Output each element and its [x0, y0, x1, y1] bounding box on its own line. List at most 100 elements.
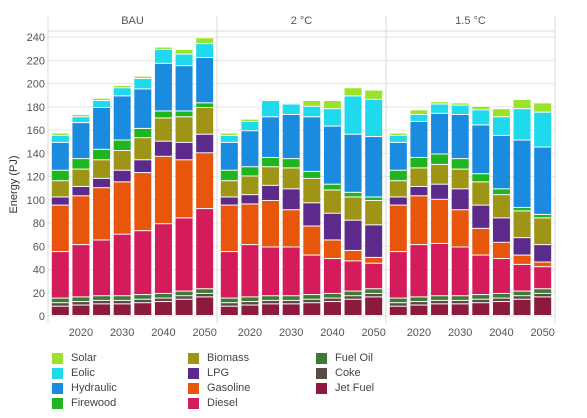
bar-segment: [534, 297, 552, 315]
bar-segment: [262, 200, 280, 247]
bar-segment: [303, 171, 321, 178]
bar-segment: [303, 117, 321, 171]
bar-segment: [154, 298, 172, 302]
bar-segment: [175, 218, 193, 291]
legend-label: Jet Fuel: [335, 382, 375, 394]
bar-segment: [196, 209, 214, 289]
bar-segment: [410, 187, 428, 196]
bar-segment: [323, 302, 341, 315]
bar-segment: [134, 128, 152, 138]
y-tick-label: 140: [27, 148, 45, 160]
bar-segment: [492, 109, 510, 117]
bar-segment: [303, 101, 321, 106]
bar-segment: [282, 210, 300, 247]
legend-swatch: [52, 397, 63, 409]
x-tick-label: 2050: [530, 327, 554, 339]
bar-segment: [282, 168, 300, 189]
bar-segment: [113, 85, 131, 88]
legend-label: Solar: [71, 352, 97, 364]
bar-segment: [513, 291, 531, 296]
bar-segment: [323, 101, 341, 109]
legend-swatch: [316, 352, 327, 364]
bar-segment: [220, 170, 238, 181]
bar-segment: [492, 302, 510, 315]
bar-segment: [344, 299, 362, 315]
bar-segment: [175, 49, 193, 54]
legend-item: Gasoline: [188, 381, 250, 395]
y-tick-label: 200: [27, 79, 45, 91]
bar-segment: [196, 293, 214, 297]
bar-segment: [344, 88, 362, 96]
legend-label: Eolic: [71, 367, 95, 379]
bar-segment: [303, 178, 321, 203]
bar-segment: [451, 169, 469, 189]
legend-item: Jet Fuel: [316, 381, 374, 395]
bar-segment: [389, 252, 407, 298]
bar-segment: [113, 300, 131, 304]
legend-swatch: [188, 397, 199, 409]
bar-segment: [72, 196, 90, 245]
bar-segment: [513, 99, 531, 109]
bar-segment: [365, 99, 383, 137]
bar-segment: [451, 105, 469, 114]
legend-swatch: [52, 382, 63, 394]
legend-item: Coke: [316, 366, 361, 380]
bar-segment: [175, 299, 193, 315]
bar-segment: [220, 306, 238, 315]
bar-segment: [492, 135, 510, 189]
bar-segment: [451, 103, 469, 105]
bar-segment: [262, 157, 280, 167]
bar-segment: [134, 295, 152, 299]
bar-segment: [51, 197, 69, 205]
bar-segment: [365, 297, 383, 315]
bar-segment: [534, 103, 552, 112]
bar-segment: [344, 291, 362, 296]
x-tick-label: 2040: [151, 327, 175, 339]
bar-segment: [513, 264, 531, 291]
bar-segment: [241, 297, 259, 302]
bar-segment: [220, 298, 238, 303]
bar-segment: [93, 160, 111, 178]
bar-segment: [472, 106, 490, 110]
bar-segment: [72, 114, 90, 117]
bar-segment: [344, 134, 362, 192]
x-tick-label: 2040: [489, 327, 513, 339]
bar-segment: [134, 160, 152, 173]
legend-label: Gasoline: [207, 382, 251, 394]
bar-segment: [72, 187, 90, 196]
bar-segment: [154, 156, 172, 224]
bar-segment: [431, 104, 449, 113]
bar-segment: [323, 109, 341, 126]
bar-segment: [196, 103, 214, 108]
bar-segment: [113, 96, 131, 140]
bar-segment: [175, 296, 193, 299]
bar-segment: [431, 304, 449, 315]
bar-segment: [492, 293, 510, 298]
bar-segment: [262, 117, 280, 157]
bar-segment: [303, 226, 321, 255]
bar-segment: [451, 304, 469, 315]
legend-item: Hydraulic: [52, 381, 117, 395]
bar-segment: [196, 289, 214, 293]
bar-segment: [513, 255, 531, 264]
bar-segment: [410, 302, 428, 305]
bar-segment: [93, 188, 111, 240]
bar-segment: [175, 117, 193, 142]
bar-segment: [472, 174, 490, 182]
bar-segment: [472, 125, 490, 174]
bar-segment: [113, 296, 131, 300]
bar-segment: [365, 289, 383, 293]
y-tick-label: 40: [33, 265, 45, 277]
bar-segment: [196, 134, 214, 153]
bar-segment: [534, 262, 552, 267]
bar-segment: [51, 135, 69, 142]
bar-segment: [175, 54, 193, 66]
bar-segment: [303, 303, 321, 315]
bar-segment: [323, 213, 341, 240]
bar-segment: [51, 306, 69, 315]
bar-segment: [262, 304, 280, 315]
bar-segment: [431, 113, 449, 154]
bar-segment: [513, 211, 531, 238]
x-tick-label: 2020: [407, 327, 431, 339]
bar-segment: [282, 159, 300, 168]
